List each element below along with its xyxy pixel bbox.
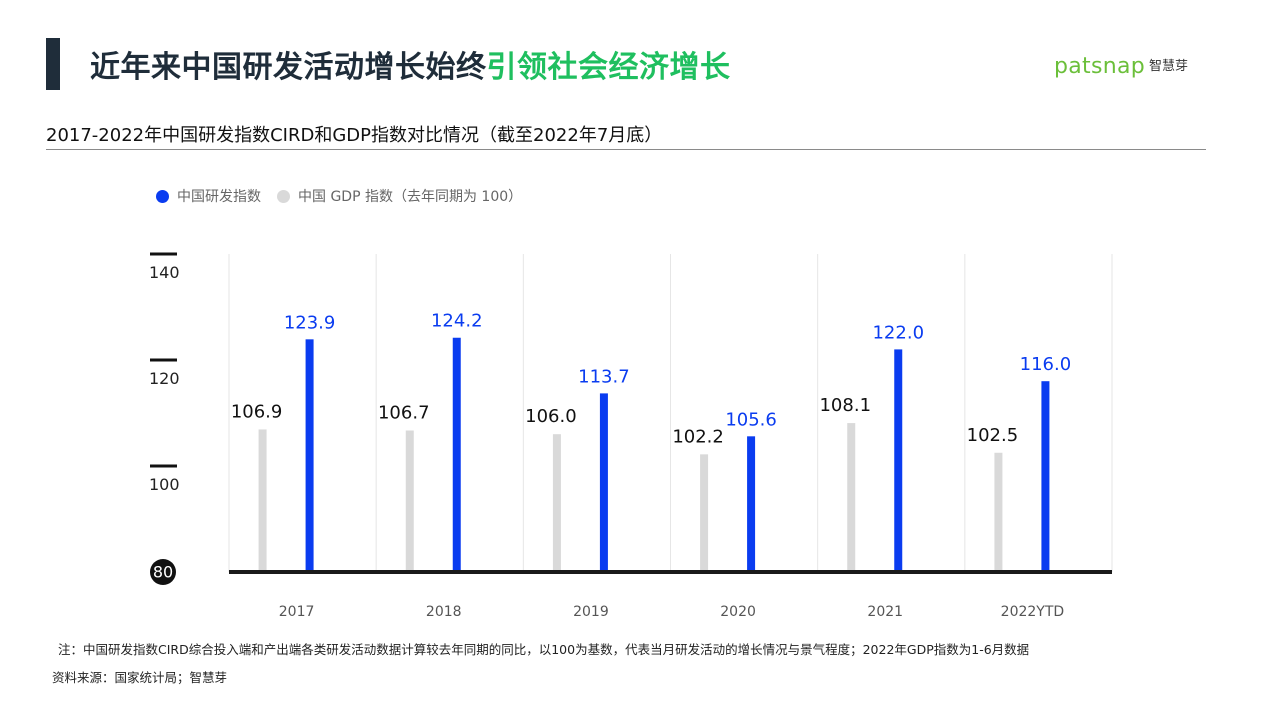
- y-tick-label: 120: [149, 369, 180, 388]
- bar-gdp-2017: [258, 429, 267, 572]
- bar-cird-2022YTD: [1041, 381, 1050, 572]
- bar-gdp-2018: [405, 430, 414, 572]
- x-tick-label: 2022YTD: [1001, 604, 1065, 620]
- legend-label-cird: 中国研发指数: [177, 189, 261, 205]
- data-label-gdp: 102.2: [672, 426, 724, 447]
- y-tick-badge: [150, 559, 176, 585]
- x-tick-label: 2017: [279, 604, 315, 620]
- page-title: 近年来中国研发活动增长始终引领社会经济增长: [90, 42, 731, 86]
- brand-cn-name: 智慧芽: [1149, 59, 1189, 74]
- legend-label-gdp: 中国 GDP 指数（去年同期为 100）: [298, 189, 523, 205]
- legend-item-gdp: 中国 GDP 指数（去年同期为 100）: [277, 186, 522, 206]
- x-tick-label: 2019: [573, 604, 609, 620]
- bar-cird-2019: [599, 393, 608, 572]
- data-label-cird: 116.0: [1020, 354, 1072, 375]
- page-title-accent: 引领社会经济增长: [486, 50, 731, 85]
- header-divider: [46, 149, 1206, 150]
- y-tick-label: 100: [149, 475, 180, 494]
- legend-dot-cird: [156, 189, 169, 203]
- data-label-gdp: 108.1: [819, 395, 871, 416]
- y-tick-label: 140: [149, 263, 180, 282]
- data-label-cird: 113.7: [578, 366, 630, 387]
- bar-cird-2020: [747, 436, 756, 572]
- x-tick-label: 2021: [867, 604, 903, 620]
- chart-subtitle: 2017-2022年中国研发指数CIRD和GDP指数对比情况（截至2022年7月…: [46, 125, 663, 146]
- data-label-gdp: 106.9: [231, 401, 283, 422]
- bar-cird-2018: [452, 337, 461, 572]
- data-label-cird: 124.2: [431, 311, 483, 332]
- legend-dot-gdp: [277, 189, 290, 203]
- x-tick-label: 2020: [720, 604, 756, 620]
- y-tick-label: 80: [153, 563, 173, 582]
- data-label-gdp: 102.5: [967, 425, 1019, 446]
- brand-logo: patsnap 智慧芽: [1054, 54, 1188, 79]
- legend-item-cird: 中国研发指数: [156, 186, 261, 206]
- data-label-gdp: 106.0: [525, 406, 577, 427]
- bar-gdp-2022YTD: [994, 452, 1003, 572]
- data-label-cird: 105.6: [725, 409, 777, 430]
- data-label-cird: 123.9: [284, 312, 336, 333]
- brand-wordmark: patsnap: [1054, 54, 1146, 79]
- bar-cird-2017: [305, 339, 314, 572]
- bar-gdp-2019: [552, 434, 561, 572]
- bar-cird-2021: [894, 349, 903, 572]
- data-label-cird: 122.0: [872, 322, 924, 343]
- page-title-main: 近年来中国研发活动增长始终: [90, 50, 487, 85]
- title-accent-bar: [46, 38, 60, 90]
- chart-footnote: 注：中国研发指数CIRD综合投入端和产出端各类研发活动数据计算较去年同期的同比，…: [58, 642, 1030, 657]
- chart-legend: 中国研发指数 中国 GDP 指数（去年同期为 100）: [156, 186, 538, 206]
- bar-gdp-2021: [847, 423, 856, 572]
- x-tick-label: 2018: [426, 604, 462, 620]
- bar-gdp-2020: [700, 454, 709, 572]
- chart-source: 资料来源：国家统计局；智慧芽: [52, 670, 228, 685]
- data-label-gdp: 106.7: [378, 402, 430, 423]
